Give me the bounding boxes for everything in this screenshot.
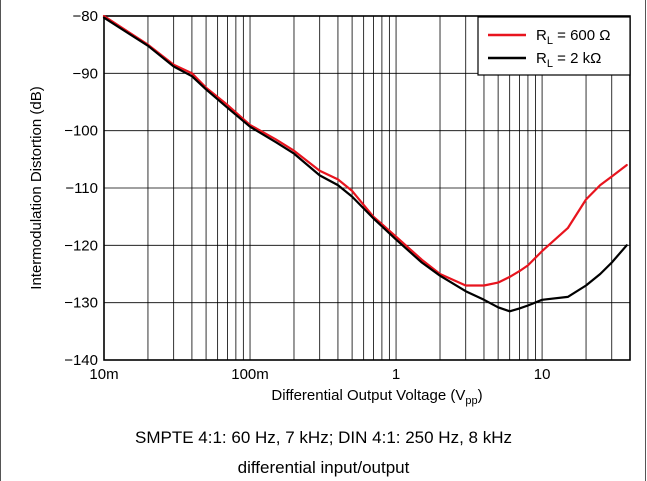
- y-tick-label: −90: [73, 65, 98, 82]
- caption-test-conditions: SMPTE 4:1: 60 Hz, 7 kHz; DIN 4:1: 250 Hz…: [135, 428, 512, 447]
- legend-label-1: RL = 600 Ω: [536, 27, 610, 47]
- y-tick-label: −120: [64, 237, 98, 254]
- y-tick-label: −130: [64, 295, 98, 312]
- series-line-1: [102, 14, 628, 287]
- x-axis-label: Differential Output Voltage (Vpp): [271, 387, 482, 407]
- legend-box: [477, 16, 631, 76]
- x-tick-label: 1: [392, 366, 400, 383]
- x-tick-label: 10: [534, 366, 551, 383]
- y-tick-label: −100: [64, 123, 98, 140]
- legend-label-2: RL = 2 kΩ: [536, 50, 601, 70]
- x-tick-label: 10m: [89, 366, 118, 383]
- plot-area-border: [103, 15, 631, 361]
- y-tick-label: −140: [64, 352, 98, 369]
- y-tick-label: −110: [65, 180, 98, 197]
- series-line-2: [102, 16, 628, 313]
- y-tick-label: −80: [73, 8, 98, 25]
- x-tick-label: 100m: [231, 366, 269, 383]
- caption-io-mode: differential input/output: [237, 458, 410, 477]
- y-axis-label: Intermodulation Distortion (dB): [28, 86, 45, 289]
